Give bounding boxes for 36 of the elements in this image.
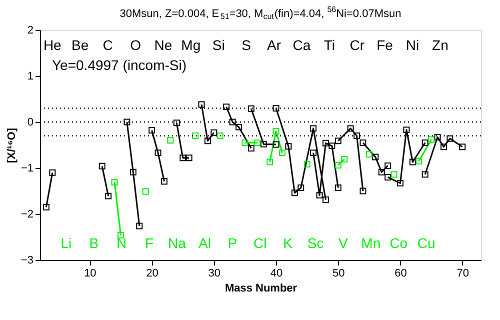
point bbox=[223, 104, 230, 110]
point bbox=[459, 144, 466, 150]
x-tick-label: 20 bbox=[146, 268, 158, 280]
point bbox=[378, 168, 385, 176]
x-tick-label: 60 bbox=[394, 268, 407, 280]
point bbox=[216, 132, 224, 140]
point bbox=[440, 144, 447, 150]
point bbox=[242, 139, 248, 146]
point bbox=[118, 232, 124, 238]
x-axis-title: Mass Number bbox=[224, 282, 298, 294]
point bbox=[372, 154, 379, 160]
text: Li B N F Na Al P Cl K Sc V Mn Co Cu bbox=[60, 235, 436, 251]
point bbox=[111, 179, 118, 186]
x-tick-label: 50 bbox=[332, 268, 345, 280]
y-tick-label: −3 bbox=[20, 254, 34, 266]
y-tick-label: 0 bbox=[27, 116, 34, 128]
point bbox=[236, 124, 242, 130]
y-tick-label: 2 bbox=[27, 24, 34, 36]
point bbox=[248, 144, 254, 152]
point bbox=[167, 137, 174, 144]
y-tick-label: −1 bbox=[20, 162, 34, 174]
x-tick-label: 10 bbox=[84, 268, 96, 280]
point bbox=[446, 135, 454, 142]
point bbox=[192, 132, 199, 140]
x-tick-label: 40 bbox=[270, 268, 283, 280]
y-tick-label: −2 bbox=[20, 208, 34, 220]
point bbox=[229, 118, 236, 126]
x-tick-label: 70 bbox=[456, 268, 469, 280]
point bbox=[366, 150, 372, 158]
text: He Be C O Ne Mg Si S Ar Ca Ti Cr Fe Ni Zn bbox=[43, 37, 448, 53]
y-tick-label: 1 bbox=[27, 70, 34, 82]
point bbox=[142, 188, 149, 195]
point bbox=[434, 134, 441, 140]
x-tick-label: 30 bbox=[208, 268, 221, 280]
annotation: Ye=0.4997 (incom-Si) bbox=[52, 57, 187, 73]
y-axis-title: [X/¹⁶O] bbox=[6, 128, 18, 164]
